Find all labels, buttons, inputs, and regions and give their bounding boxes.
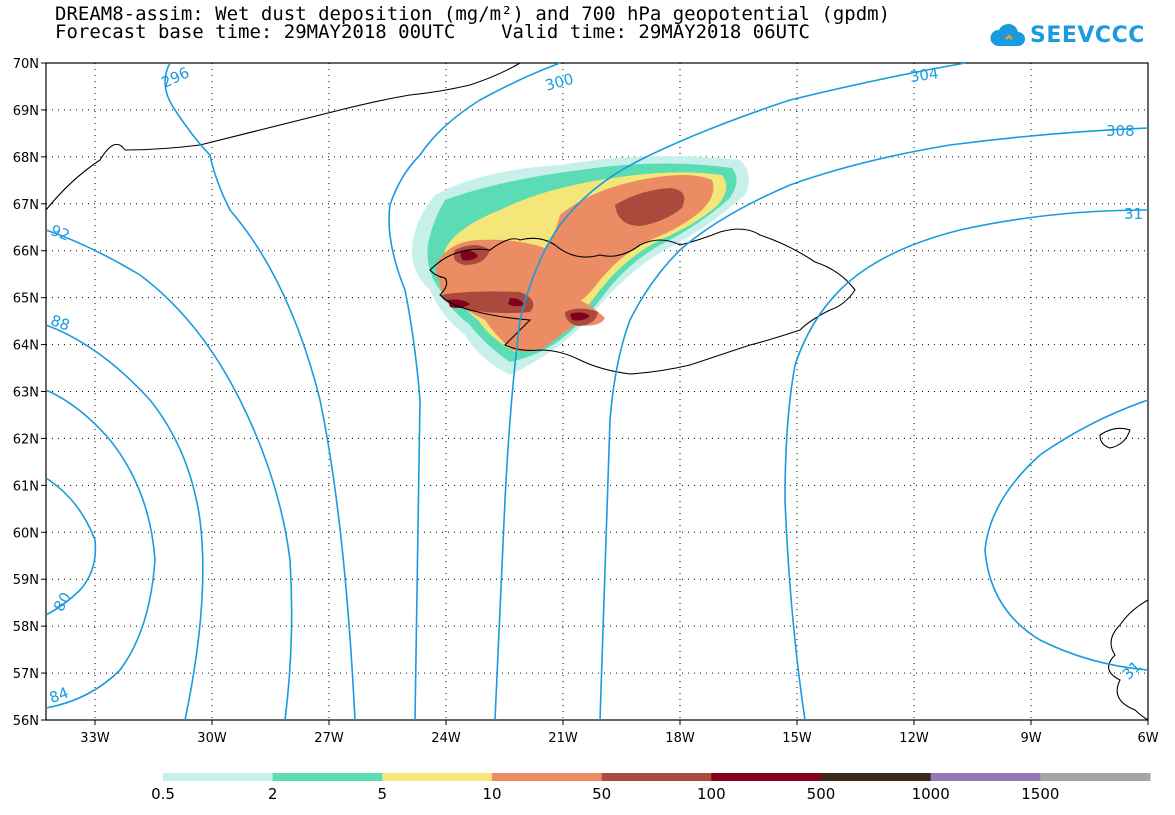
colorbar-label: 10 (482, 785, 502, 803)
colorbar-swatch (272, 773, 383, 781)
colorbar-swatch (930, 773, 1041, 781)
contour-284 (45, 389, 156, 709)
contour-288 (45, 324, 204, 721)
colorbar-swatch (163, 773, 274, 781)
map-title-line1: DREAM8-assim: Wet dust deposition (mg/m²… (55, 3, 891, 25)
lon-label: 24W (431, 731, 461, 746)
lon-label: 12W (899, 731, 929, 746)
lon-label: 15W (782, 731, 812, 746)
coastlines (45, 62, 1149, 721)
colorbar-label: 50 (592, 785, 612, 803)
lon-label: 30W (197, 731, 227, 746)
lat-label: 68N (13, 151, 39, 166)
lat-label: 69N (13, 104, 39, 119)
lat-label: 60N (13, 526, 39, 541)
map-grid (46, 63, 1148, 720)
colorbar-label: 5 (377, 785, 388, 803)
lat-label: 70N (13, 57, 39, 72)
lat-label: 61N (13, 479, 39, 494)
lat-label: 66N (13, 245, 39, 260)
contour-label-308: 308 (1106, 122, 1135, 140)
contour-label-31: 31 (1124, 205, 1143, 223)
lat-label: 65N (13, 292, 39, 307)
colorbar-label: 0.5 (151, 785, 175, 803)
colorbar-label: 1500 (1021, 785, 1060, 803)
greenland-coast (45, 62, 521, 211)
contour-label-304: 304 (909, 64, 940, 86)
lat-label: 57N (13, 667, 39, 682)
lat-label: 64N (13, 339, 39, 354)
lon-label: 21W (548, 731, 578, 746)
colorbar-swatch (601, 773, 712, 781)
lon-label: 9W (1020, 731, 1041, 746)
colorbar-label: 2 (267, 785, 278, 803)
contour-304 (494, 62, 966, 721)
colorbar-swatch (711, 773, 822, 781)
contour-label-92: 92 (48, 221, 72, 244)
lat-label: 67N (13, 198, 39, 213)
lon-label: 27W (314, 731, 344, 746)
faroe-islands (1099, 427, 1131, 449)
colorbar-swatch (492, 773, 603, 781)
contour-east-low (984, 399, 1149, 671)
lat-label: 62N (13, 432, 39, 447)
contour-label-300: 300 (543, 70, 575, 95)
colorbar-swatch (1040, 773, 1151, 781)
deposition-100 (448, 250, 590, 321)
colorbar-swatch (382, 773, 493, 781)
colorbar-label: 100 (697, 785, 726, 803)
contour-292 (45, 229, 293, 721)
iceland-coast (429, 228, 856, 375)
contour-300 (388, 62, 561, 721)
lat-label: 63N (13, 386, 39, 401)
contour-label-31-east: 31 (1119, 657, 1145, 683)
colorbar-label: 500 (806, 785, 836, 803)
lon-label: 33W (80, 731, 110, 746)
colorbar (163, 773, 1151, 781)
cloud-icon (990, 23, 1025, 46)
colorbar-swatch (821, 773, 932, 781)
map-title-line2: Forecast base time: 29MAY2018 00UTC Vali… (55, 21, 810, 43)
contour-label-296: 296 (159, 63, 193, 91)
contour-280 (45, 477, 97, 616)
lat-label: 58N (13, 620, 39, 635)
contour-296 (164, 62, 356, 721)
longitude-labels: 33W 30W 27W 24W 21W 18W 15W 12W 9W 6W (80, 720, 1159, 746)
contour-308 (599, 127, 1149, 721)
lat-label: 59N (13, 573, 39, 588)
dust-deposition-field (412, 156, 749, 375)
geopotential-contours (45, 62, 1149, 721)
contour-312 (784, 209, 1149, 721)
deposition-50 (440, 188, 685, 326)
latitude-labels: 70N 69N 68N 67N 66N 65N 64N 63N 62N 61N 60N 59N 58N 5… (13, 57, 46, 729)
lat-label: 56N (13, 714, 39, 729)
lon-label: 6W (1137, 731, 1158, 746)
colorbar-label: 1000 (911, 785, 950, 803)
contour-label-84: 84 (47, 684, 71, 707)
contour-label-88: 88 (48, 311, 72, 334)
logo-text: SEEVCCC (1030, 22, 1145, 48)
scotland-coast (1108, 599, 1149, 721)
seevccc-logo: SEEVCCC (990, 22, 1145, 48)
lon-label: 18W (665, 731, 695, 746)
